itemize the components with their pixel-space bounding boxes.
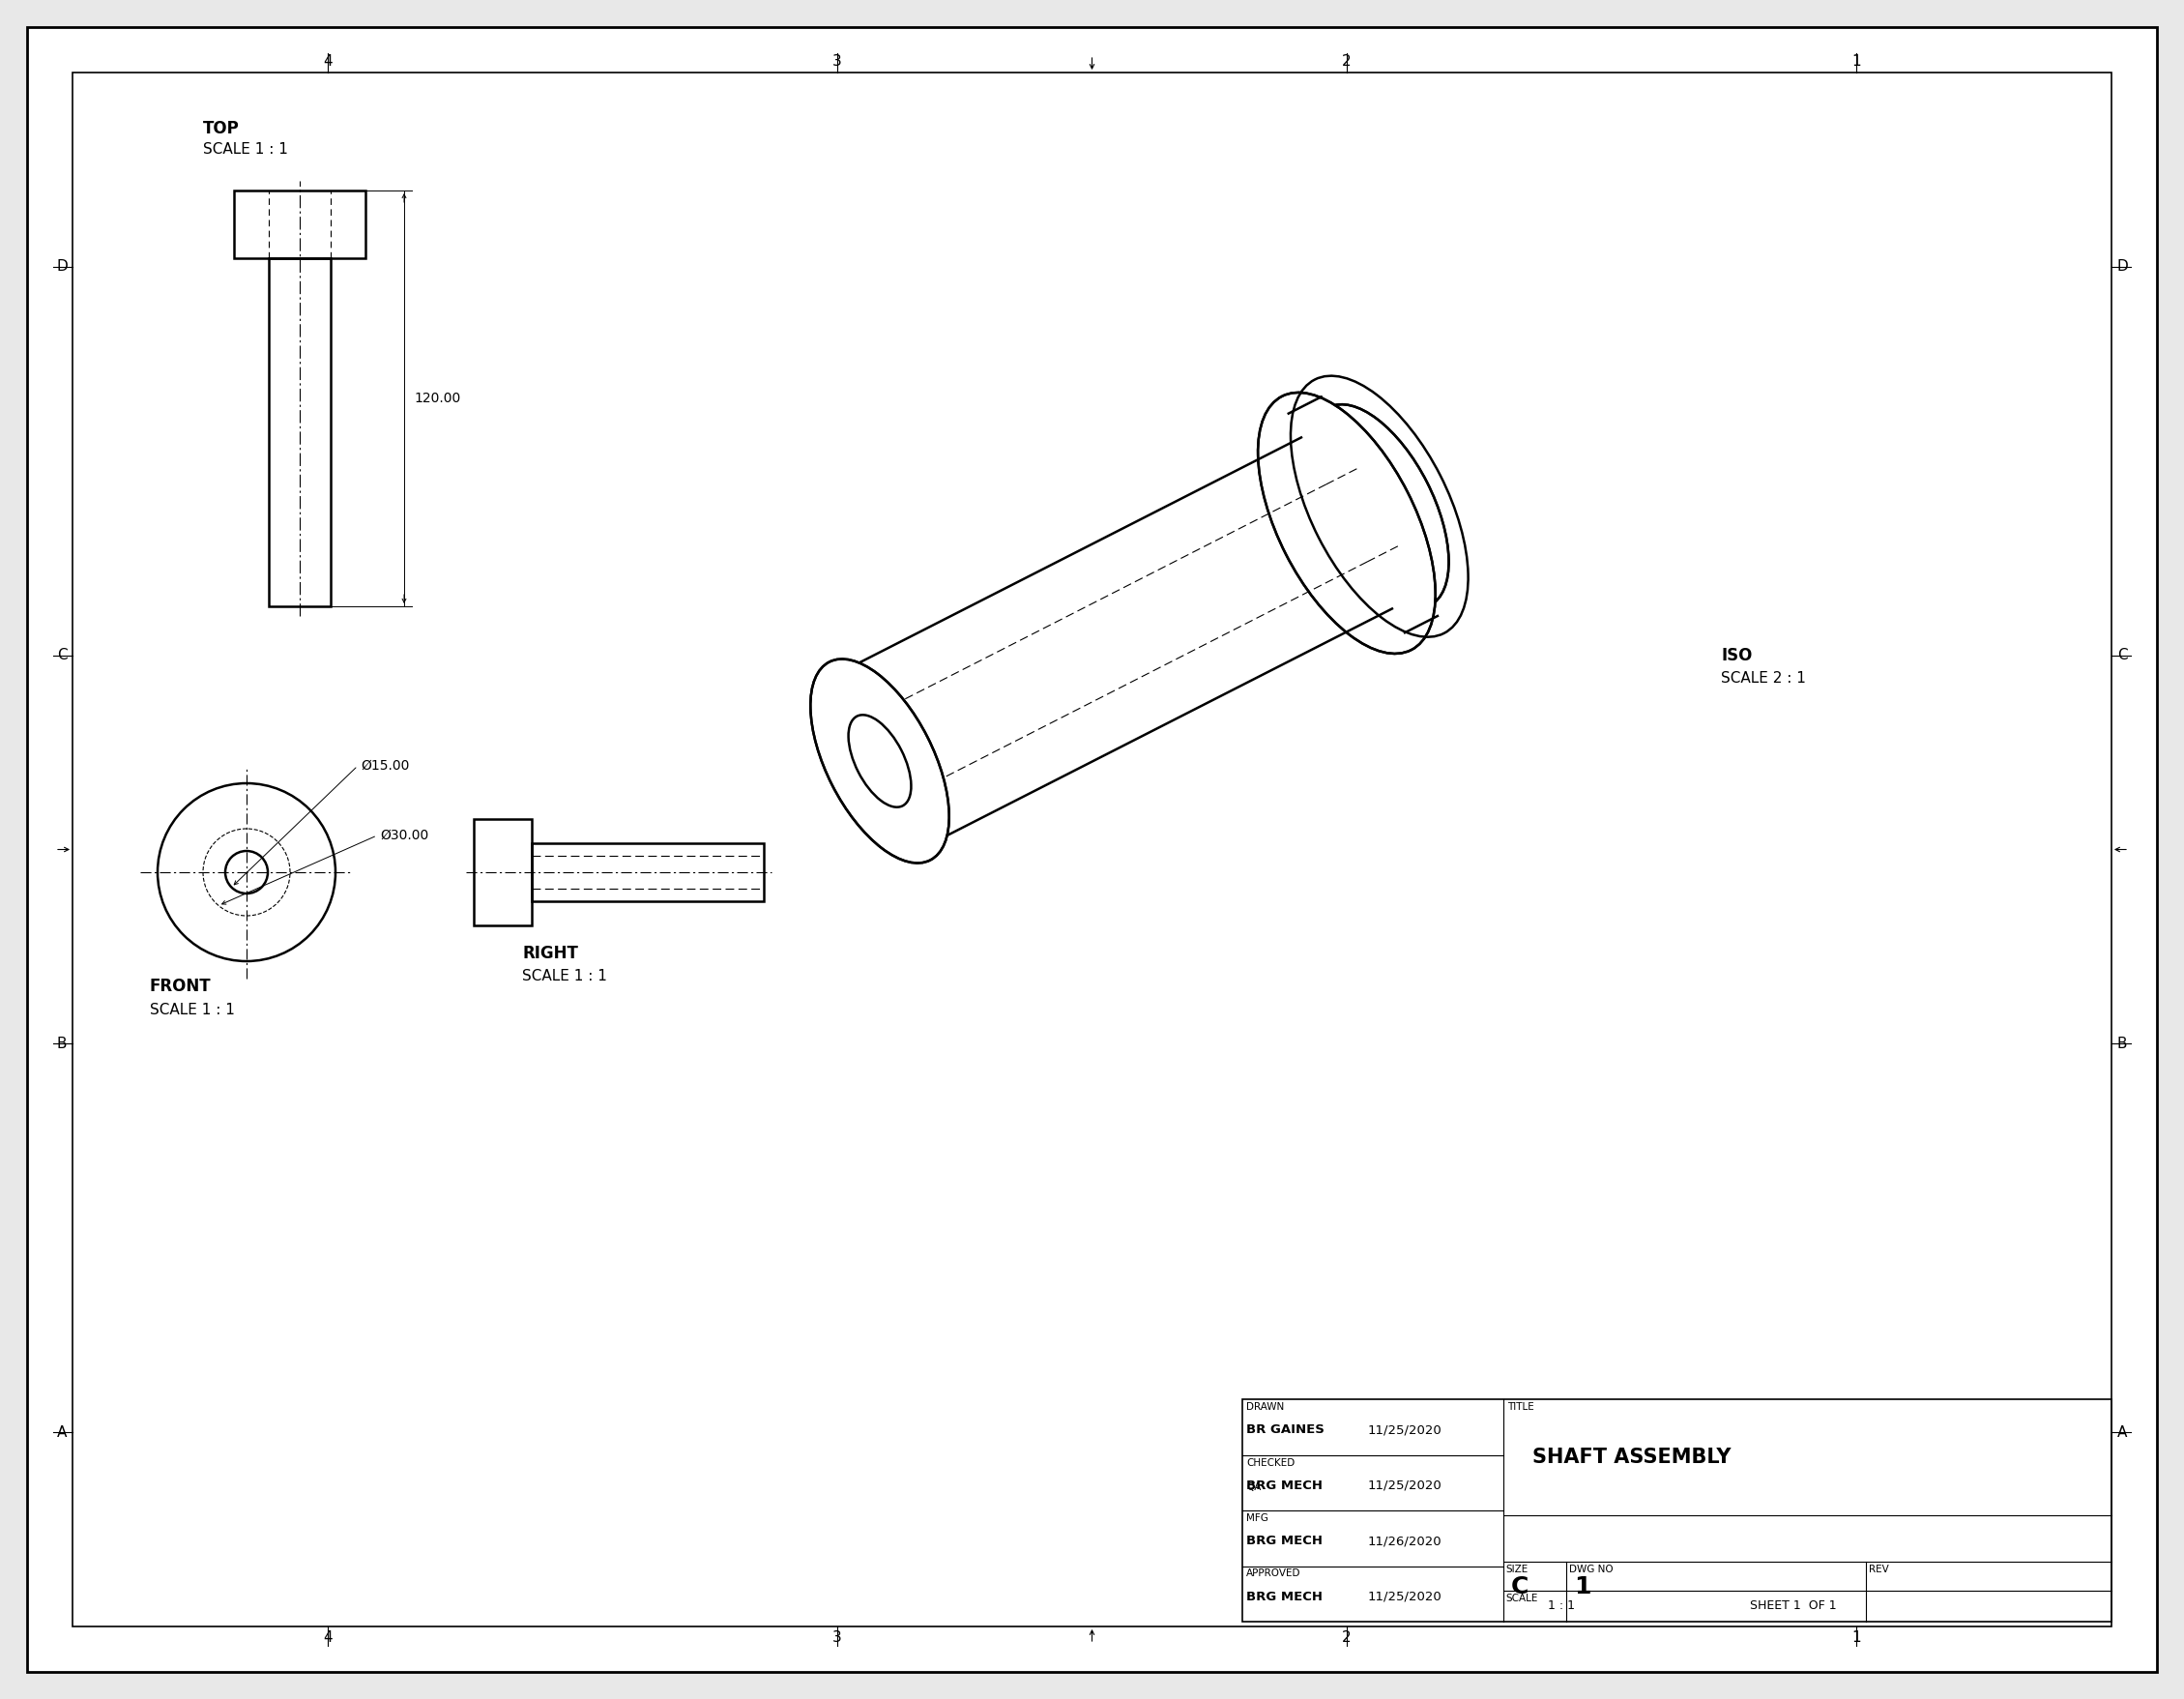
Text: 1: 1 [1852, 1629, 1861, 1645]
Text: B: B [57, 1036, 68, 1052]
Text: ISO: ISO [1721, 647, 1752, 664]
Text: APPROVED: APPROVED [1247, 1568, 1302, 1578]
Text: 2: 2 [1343, 1629, 1352, 1645]
Text: C: C [2116, 647, 2127, 663]
Text: 2: 2 [1343, 54, 1352, 70]
Text: SCALE 1 : 1: SCALE 1 : 1 [522, 968, 607, 984]
Ellipse shape [810, 659, 950, 863]
Text: 1: 1 [1852, 54, 1861, 70]
Bar [269, 258, 330, 607]
Text: MFG: MFG [1247, 1514, 1269, 1522]
Text: SCALE 2 : 1: SCALE 2 : 1 [1721, 671, 1806, 686]
Text: SIZE: SIZE [1505, 1565, 1529, 1575]
Text: BR GAINES: BR GAINES [1247, 1424, 1324, 1436]
Text: D: D [57, 260, 68, 274]
Text: 11/25/2020: 11/25/2020 [1367, 1480, 1441, 1492]
Text: 1 : 1: 1 : 1 [1548, 1600, 1575, 1612]
Text: BRG MECH: BRG MECH [1247, 1590, 1324, 1602]
Text: SHEET 1  OF 1: SHEET 1 OF 1 [1749, 1600, 1837, 1612]
Text: C: C [1511, 1575, 1529, 1599]
Text: SHAFT ASSEMBLY: SHAFT ASSEMBLY [1533, 1448, 1732, 1466]
Text: BRG MECH: BRG MECH [1247, 1480, 1324, 1492]
Text: C: C [57, 647, 68, 663]
Text: TOP: TOP [203, 121, 240, 138]
Text: 11/25/2020: 11/25/2020 [1367, 1590, 1441, 1602]
Text: A: A [57, 1425, 68, 1439]
Text: 3: 3 [832, 1629, 841, 1645]
Text: 1: 1 [1575, 1575, 1590, 1599]
Text: SCALE: SCALE [1505, 1594, 1538, 1604]
Text: D: D [2116, 260, 2127, 274]
Text: SCALE 1 : 1: SCALE 1 : 1 [203, 143, 288, 156]
Text: RIGHT: RIGHT [522, 945, 579, 962]
Ellipse shape [1258, 392, 1435, 654]
Bar [531, 843, 764, 900]
Text: Ø15.00: Ø15.00 [360, 759, 408, 773]
Bar [474, 819, 531, 926]
Text: SCALE 1 : 1: SCALE 1 : 1 [151, 1002, 236, 1018]
Text: BRG MECH: BRG MECH [1247, 1534, 1324, 1548]
Text: A: A [2116, 1425, 2127, 1439]
Text: DWG NO: DWG NO [1568, 1565, 1614, 1575]
Bar [234, 190, 365, 258]
Text: QA: QA [1247, 1483, 1260, 1492]
Text: 4: 4 [323, 1629, 332, 1645]
Text: B: B [2116, 1036, 2127, 1052]
Text: 120.00: 120.00 [413, 392, 461, 404]
Ellipse shape [1310, 404, 1448, 608]
Text: DRAWN: DRAWN [1247, 1402, 1284, 1412]
Text: 11/26/2020: 11/26/2020 [1367, 1534, 1441, 1548]
Text: REV: REV [1870, 1565, 1889, 1575]
Text: 3: 3 [832, 54, 841, 70]
Text: 4: 4 [323, 54, 332, 70]
Text: Ø30.00: Ø30.00 [380, 829, 428, 843]
Text: TITLE: TITLE [1507, 1402, 1533, 1412]
Text: CHECKED: CHECKED [1247, 1458, 1295, 1468]
Text: 11/25/2020: 11/25/2020 [1367, 1424, 1441, 1436]
Text: FRONT: FRONT [151, 977, 212, 996]
Bar [1243, 1400, 2112, 1621]
